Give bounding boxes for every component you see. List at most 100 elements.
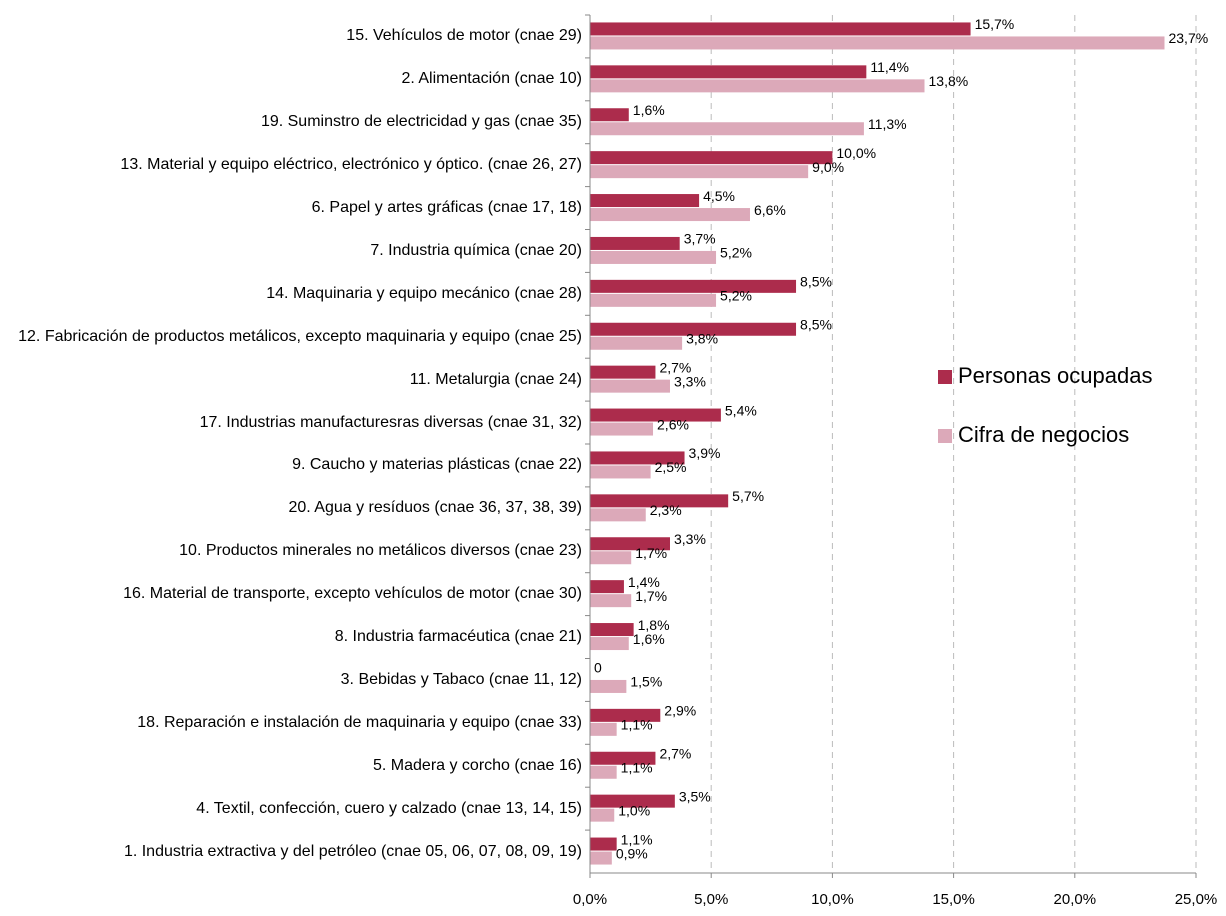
bar: [590, 279, 797, 293]
data-label: 15,7%: [975, 16, 1015, 32]
bar: [590, 365, 656, 379]
data-label: 0,9%: [616, 845, 648, 861]
category-label: 20. Agua y resíduos (cnae 36, 37, 38, 39…: [288, 499, 582, 517]
category-label: 4. Textil, confección, cuero y calzado (…: [196, 799, 582, 817]
data-label: 4,5%: [703, 188, 735, 204]
data-label: 1,1%: [621, 831, 653, 847]
category-label: 1. Industria extractiva y del petróleo (…: [123, 842, 582, 860]
data-label: 6,6%: [754, 202, 786, 218]
data-label: 11,3%: [868, 116, 907, 132]
data-label: 3,3%: [674, 531, 706, 547]
data-label: 3,8%: [686, 330, 718, 346]
category-label: 8. Industria farmacéutica (cnae 21): [334, 628, 582, 646]
bar: [590, 65, 867, 79]
data-label: 2,5%: [655, 459, 687, 475]
bar: [590, 837, 617, 851]
legend-label: Cifra de negocios: [958, 422, 1129, 447]
category-label: 12. Fabricación de productos metálicos, …: [18, 327, 582, 345]
bar: [590, 165, 809, 179]
category-label: 14. Maquinaria y equipo mecánico (cnae 2…: [266, 284, 582, 302]
bar: [590, 422, 654, 436]
bar: [590, 79, 925, 93]
data-label: 2,7%: [659, 745, 691, 761]
category-label: 5. Madera y corcho (cnae 16): [373, 756, 582, 774]
bar: [590, 36, 1165, 50]
bar: [590, 322, 797, 336]
bar: [590, 679, 627, 693]
bar: [590, 122, 864, 136]
bar: [590, 293, 717, 307]
legend-label: Personas ocupadas: [958, 363, 1152, 388]
data-label: 10,0%: [836, 145, 876, 161]
x-tick-label: 20,0%: [1054, 891, 1097, 908]
bar: [590, 851, 612, 865]
data-label: 2,6%: [657, 416, 689, 432]
data-label: 8,5%: [800, 274, 832, 290]
legend-swatch: [938, 370, 952, 384]
data-label: 1,1%: [621, 717, 653, 733]
bar: [590, 551, 632, 565]
bar: [590, 623, 634, 637]
category-label: 11. Metalurgia (cnae 24): [409, 370, 582, 388]
data-label: 8,5%: [800, 316, 832, 332]
bar: [590, 637, 629, 651]
bar: [590, 22, 971, 36]
data-label: 13,8%: [929, 73, 969, 89]
data-label: 5,2%: [720, 245, 752, 261]
x-tick-label: 10,0%: [811, 891, 854, 908]
bar: [590, 108, 629, 122]
data-label: 1,7%: [635, 588, 667, 604]
data-label: 2,9%: [664, 703, 696, 719]
bar: [590, 151, 833, 165]
legend-swatch: [938, 429, 952, 443]
bar: [590, 465, 651, 479]
data-label: 3,3%: [674, 373, 706, 389]
data-label: 1,6%: [633, 631, 665, 647]
bar: [590, 537, 670, 551]
category-label: 6. Papel y artes gráficas (cnae 17, 18): [311, 199, 582, 217]
category-label: 13. Material y equipo eléctrico, electró…: [120, 156, 582, 174]
data-label: 1,0%: [618, 802, 650, 818]
bar: [590, 236, 680, 250]
bar: [590, 194, 700, 208]
x-tick-label: 15,0%: [932, 891, 975, 908]
data-label: 1,8%: [638, 617, 670, 633]
data-label: 9,0%: [812, 159, 844, 175]
data-label: 3,9%: [689, 445, 721, 461]
data-label: 23,7%: [1168, 30, 1208, 46]
data-label: 2,3%: [650, 502, 682, 518]
bar: [590, 336, 683, 350]
category-label: 16. Material de transporte, excepto vehí…: [123, 585, 582, 603]
data-label: 3,5%: [679, 788, 711, 804]
data-label: 11,4%: [870, 59, 909, 75]
bar: [590, 722, 617, 736]
bar: [590, 594, 632, 608]
bar: [590, 794, 675, 808]
data-label: 1,7%: [635, 545, 667, 561]
data-label: 1,4%: [628, 574, 660, 590]
bar: [590, 494, 729, 508]
category-label: 2. Alimentación (cnae 10): [401, 70, 582, 88]
x-tick-label: 0,0%: [573, 891, 607, 908]
data-label: 0: [594, 660, 602, 676]
data-label: 2,7%: [659, 359, 691, 375]
bar: [590, 408, 721, 422]
bar: [590, 451, 685, 465]
bar: [590, 765, 617, 779]
bar: [590, 808, 615, 822]
category-label: 19. Suminstro de electricidad y gas (cna…: [260, 113, 582, 131]
data-label: 1,5%: [630, 674, 662, 690]
data-label: 1,6%: [633, 102, 665, 118]
data-label: 5,2%: [720, 288, 752, 304]
data-label: 3,7%: [684, 231, 716, 247]
bar: [590, 751, 656, 765]
bar: [590, 208, 750, 222]
category-label: 7. Industria química (cnae 20): [370, 241, 582, 259]
x-tick-label: 5,0%: [694, 891, 728, 908]
category-label: 17. Industrias manufacturesras diversas …: [199, 413, 582, 431]
bar: [590, 379, 670, 393]
x-tick-label: 25,0%: [1175, 891, 1218, 908]
category-label: 3. Bebidas y Tabaco (cnae 11, 12): [340, 670, 582, 688]
